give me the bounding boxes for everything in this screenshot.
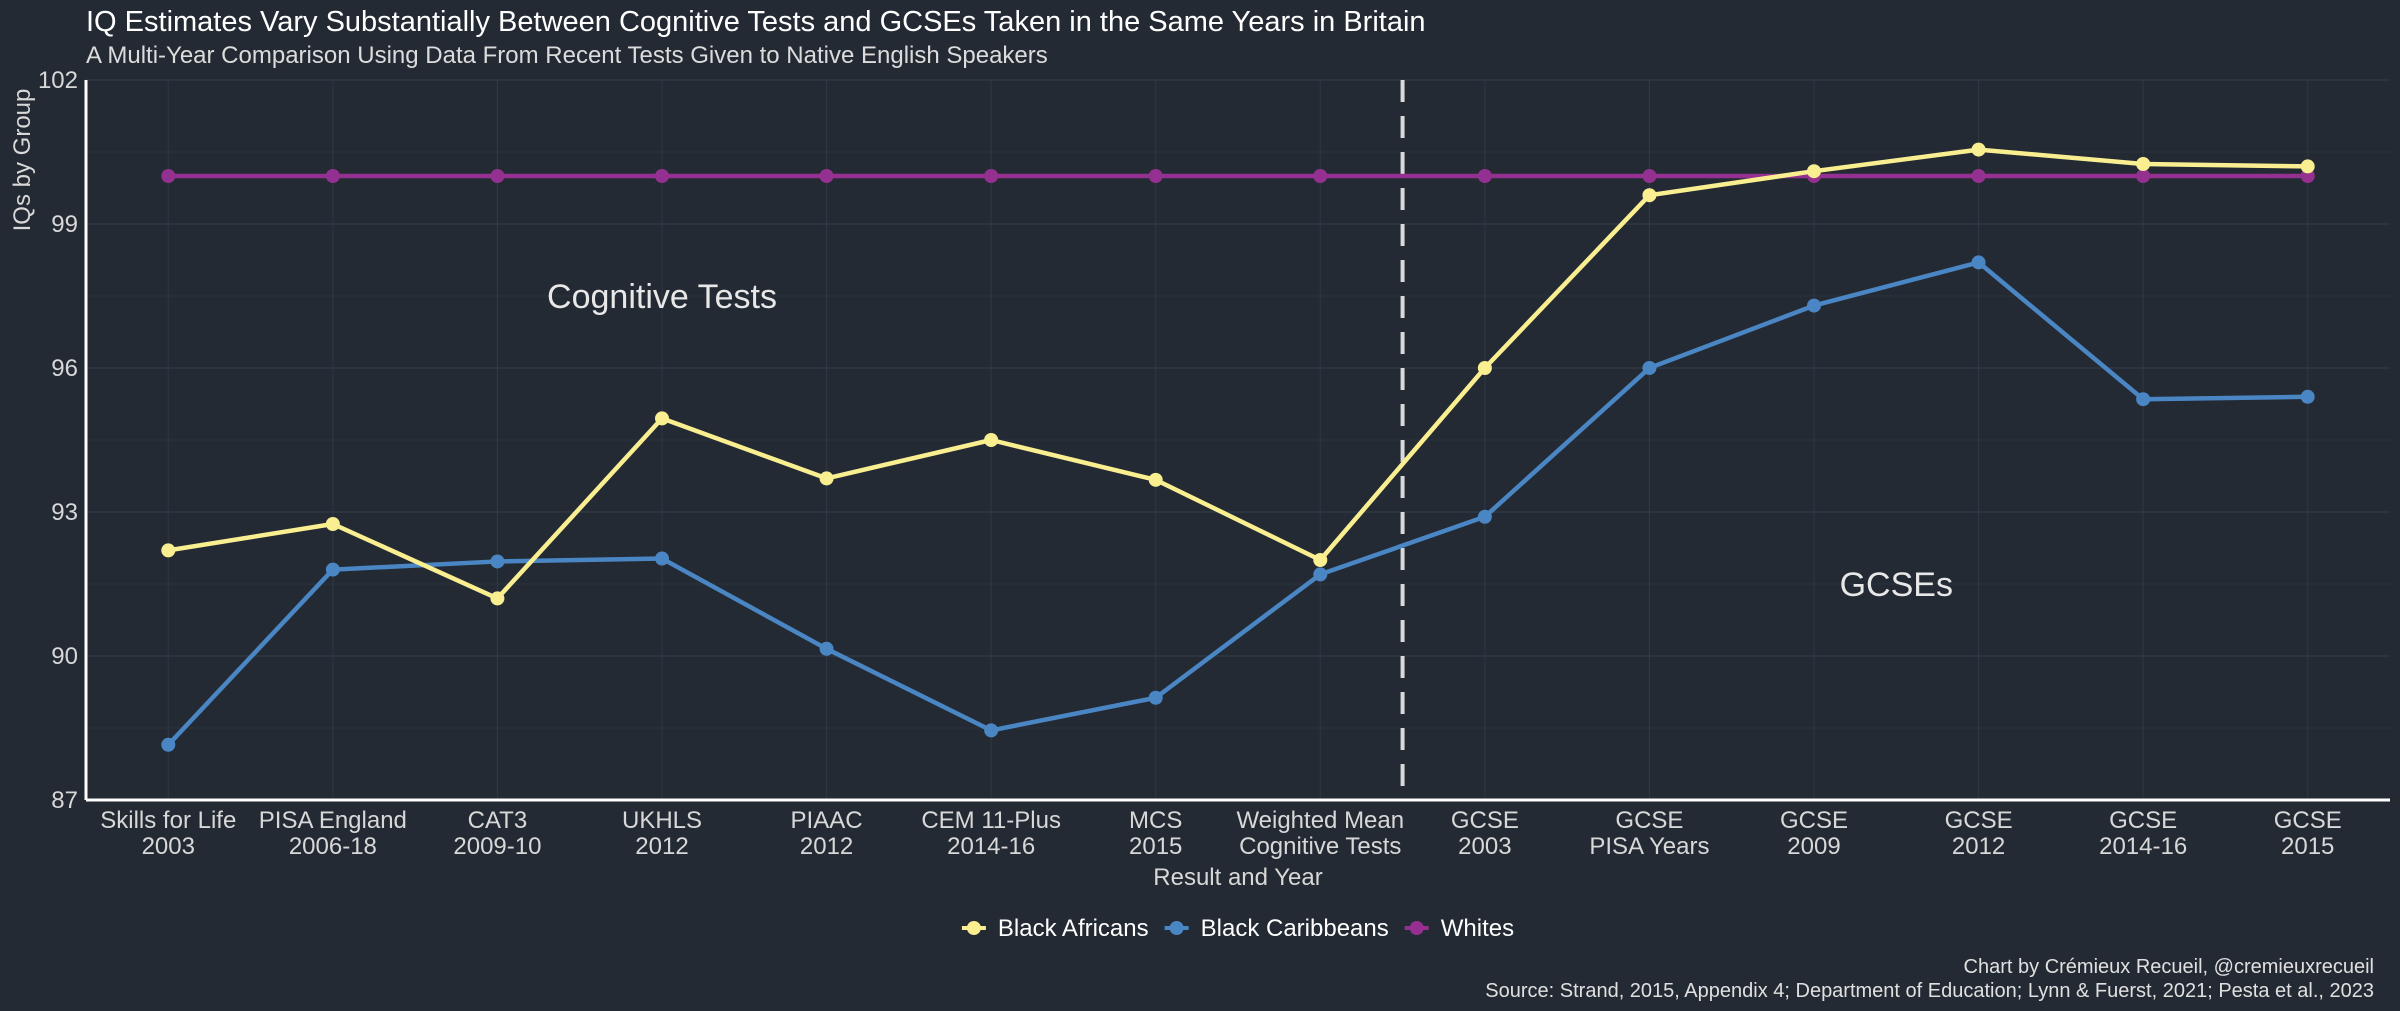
data-point [325, 517, 340, 531]
legend-item: Black Africans [961, 915, 1149, 942]
x-axis-title: Result and Year [1153, 864, 1322, 891]
x-tick-label: UKHLS 2012 [622, 807, 702, 860]
legend: Black Africans Black Caribbeans Whites [961, 915, 1514, 942]
series-black-caribbeans [161, 255, 2315, 752]
data-point [1477, 509, 1492, 524]
legend-item: Black Caribbeans [1164, 915, 1389, 942]
legend-item: Whites [1404, 915, 1514, 942]
y-tick-label: 87 [51, 787, 78, 814]
data-point [1642, 169, 1657, 183]
data-point [655, 169, 669, 183]
y-axis-title: IQs by Group [9, 89, 36, 232]
data-point [2300, 159, 2315, 174]
annotations: Cognitive Tests GCSEs [547, 278, 1953, 604]
gridlines [86, 79, 2390, 801]
data-point [325, 169, 340, 183]
y-tick-labels: 87 90 93 96 99 102 [38, 67, 78, 814]
data-point [2136, 169, 2151, 183]
data-point [161, 737, 176, 752]
data-point [1148, 472, 1163, 487]
legend-marker [1409, 921, 1424, 935]
x-tick-label: Weighted Mean Cognitive Tests [1236, 807, 1404, 860]
region-label: Cognitive Tests [547, 278, 777, 316]
data-point [2300, 169, 2315, 183]
legend-label: Whites [1441, 915, 1514, 942]
credit-author: Chart by Crémieux Recueil, @cremieuxrecu… [1963, 956, 2374, 978]
data-point [161, 169, 176, 183]
legend-marker [966, 921, 981, 935]
data-point [1642, 361, 1657, 375]
chart-subtitle: A Multi-Year Comparison Using Data From … [86, 42, 1048, 69]
axes [84, 80, 2390, 802]
data-point [325, 562, 340, 577]
data-point [2136, 392, 2151, 407]
series-group [161, 142, 2315, 752]
data-point [1148, 169, 1163, 183]
y-tick-label: 90 [51, 643, 78, 670]
region-label: GCSEs [1840, 566, 1953, 604]
x-tick-label: PISA England 2006-18 [259, 807, 407, 860]
data-point [1477, 169, 1492, 183]
y-tick-label: 96 [51, 355, 78, 382]
series-black-africans [161, 142, 2315, 606]
x-tick-label: GCSE 2014-16 [2099, 807, 2187, 860]
x-tick-label: MCS 2015 [1129, 807, 1182, 860]
data-point [1313, 169, 1328, 183]
data-point [655, 551, 669, 566]
series-whites [161, 169, 2315, 183]
x-tick-labels: Skills for Life 2003 PISA England 2006-18 CA… [100, 807, 2341, 860]
x-tick-label: CAT3 2009-10 [453, 807, 541, 860]
data-point [1477, 361, 1492, 375]
series-line [166, 260, 2308, 747]
data-point [1313, 553, 1328, 567]
data-point [490, 591, 505, 606]
data-point [819, 641, 834, 656]
y-tick-label: 93 [51, 499, 78, 526]
data-point [819, 471, 834, 486]
series-line [167, 147, 2308, 601]
data-point [984, 169, 999, 183]
x-tick-label: GCSE PISA Years [1589, 807, 1709, 860]
data-point [1971, 142, 1986, 157]
legend-label: Black Caribbeans [1201, 915, 1389, 942]
x-tick-label: GCSE 2015 [2274, 807, 2342, 860]
data-point [2136, 157, 2151, 171]
data-point [1971, 255, 1986, 270]
y-tick-label: 99 [51, 211, 78, 238]
data-point [2300, 389, 2315, 404]
data-point [984, 433, 999, 447]
data-point [490, 554, 505, 569]
y-tick-label: 102 [38, 67, 78, 94]
credit-source: Source: Strand, 2015, Appendix 4; Depart… [1485, 980, 2374, 1002]
data-point [490, 169, 505, 183]
x-tick-label: Skills for Life 2003 [100, 807, 236, 860]
data-point [1642, 188, 1657, 203]
x-tick-label: GCSE 2003 [1451, 807, 1519, 860]
data-point [1971, 169, 1986, 183]
data-point [1807, 298, 1821, 313]
data-point [1148, 690, 1163, 705]
x-tick-label: CEM 11-Plus 2014-16 [921, 807, 1061, 860]
legend-label: Black Africans [998, 915, 1149, 942]
legend-marker [1169, 921, 1184, 935]
x-tick-label: GCSE 2012 [1945, 807, 2013, 860]
chart-title: IQ Estimates Vary Substantially Between … [86, 6, 1426, 38]
data-point [655, 411, 669, 426]
credit: Chart by Crémieux Recueil, @cremieuxrecu… [1485, 955, 2374, 1003]
data-point [161, 543, 176, 558]
data-point [1807, 164, 1821, 179]
data-point [1313, 567, 1328, 582]
data-point [819, 169, 834, 183]
x-tick-label: GCSE 2009 [1780, 807, 1848, 860]
x-tick-label: PIAAC 2012 [791, 807, 863, 860]
data-point [984, 723, 999, 738]
